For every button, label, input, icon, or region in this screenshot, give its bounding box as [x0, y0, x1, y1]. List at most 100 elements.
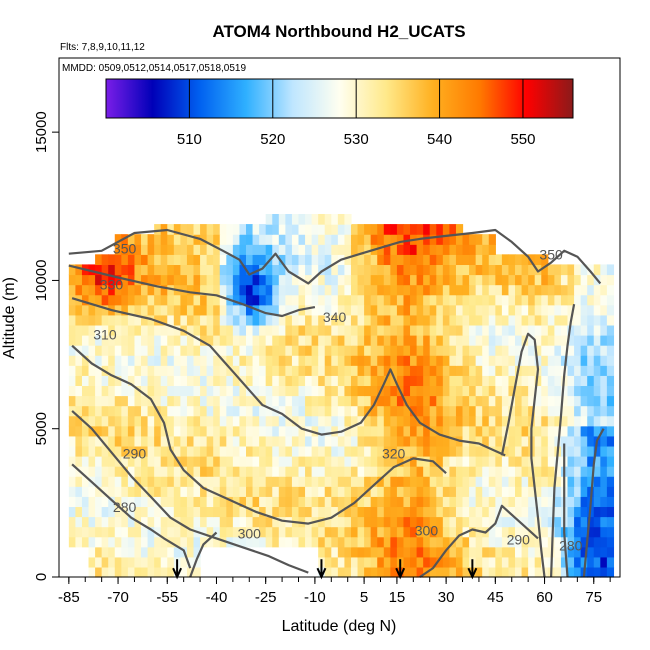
heatmap-cell [547, 506, 555, 518]
heatmap-cell [436, 516, 444, 528]
heatmap-cell [429, 435, 437, 447]
heatmap-cell [495, 566, 503, 578]
heatmap-cell [186, 365, 195, 376]
heatmap-cell [167, 314, 175, 326]
heatmap-cell [350, 566, 359, 578]
heatmap-cell [167, 486, 175, 497]
heatmap-cell [515, 375, 523, 387]
heatmap-cell [108, 355, 116, 366]
heatmap-cell [193, 536, 201, 548]
heatmap-cell [180, 274, 188, 286]
heatmap-cell [344, 355, 352, 366]
heatmap-cell [121, 536, 129, 548]
heatmap-cell [567, 556, 575, 568]
heatmap-cell [377, 405, 385, 417]
heatmap-cell [403, 304, 411, 316]
heatmap-cell [515, 355, 523, 366]
heatmap-cell [436, 385, 444, 397]
heatmap-cell [311, 234, 319, 245]
heatmap-cell [219, 244, 227, 255]
heatmap-cell [200, 425, 208, 437]
heatmap-cell [219, 365, 227, 376]
heatmap-cell [442, 405, 451, 417]
heatmap-cell [147, 566, 155, 578]
heatmap-cell [186, 284, 195, 296]
heatmap-cell [298, 506, 306, 518]
heatmap-cell [600, 355, 608, 366]
heatmap-cell [252, 244, 260, 255]
heatmap-cell [593, 556, 601, 568]
heatmap-cell [239, 375, 247, 387]
heatmap-cell [600, 405, 608, 417]
heatmap-cell [219, 234, 227, 245]
heatmap-cell [370, 234, 378, 245]
heatmap-cell [180, 435, 188, 447]
heatmap-cell [127, 264, 136, 276]
heatmap-cell [127, 496, 136, 508]
heatmap-cell [350, 486, 359, 497]
heatmap-cell [587, 365, 595, 376]
heatmap-cell [278, 274, 286, 286]
heatmap-cell [252, 476, 260, 487]
heatmap-cell [252, 314, 260, 326]
heatmap-cell [213, 294, 221, 306]
heatmap-cell [515, 284, 523, 296]
heatmap-cell [226, 264, 234, 276]
heatmap-cell [252, 254, 260, 266]
heatmap-cell [147, 546, 155, 558]
heatmap-cell [265, 445, 273, 457]
heatmap-cell [246, 224, 254, 235]
heatmap-cell [482, 455, 490, 467]
heatmap-cell [318, 234, 326, 245]
heatmap-cell [226, 355, 234, 366]
heatmap-cell [423, 334, 431, 346]
heatmap-cell [206, 536, 214, 548]
heatmap-cell [121, 425, 129, 437]
heatmap-cell [560, 324, 569, 336]
heatmap-cell [442, 345, 451, 356]
heatmap-cell [252, 224, 260, 235]
heatmap-cell [547, 314, 555, 326]
heatmap-cell [606, 526, 615, 538]
heatmap-cell [114, 345, 122, 356]
heatmap-cell [350, 526, 359, 538]
heatmap-cell [278, 536, 286, 548]
heatmap-cell [442, 304, 451, 316]
heatmap-cell [311, 536, 319, 548]
heatmap-cell [285, 405, 293, 417]
heatmap-cell [305, 355, 313, 366]
heatmap-cell [534, 556, 542, 568]
heatmap-cell [462, 375, 470, 387]
heatmap-cell [239, 476, 247, 487]
heatmap-cell [141, 284, 149, 296]
heatmap-cell [462, 415, 470, 427]
heatmap-cell [291, 365, 300, 376]
heatmap-cell [475, 314, 483, 326]
heatmap-cell [95, 274, 103, 286]
heatmap-cell [580, 365, 588, 376]
heatmap-cell [95, 355, 103, 366]
heatmap-cell [101, 375, 109, 387]
heatmap-cell [442, 546, 451, 558]
heatmap-cell [606, 566, 615, 578]
heatmap-cell [311, 254, 319, 266]
heatmap-cell [515, 556, 523, 568]
heatmap-cell [495, 476, 503, 487]
heatmap-cell [606, 506, 615, 518]
heatmap-cell [186, 314, 195, 326]
heatmap-cell [455, 324, 464, 336]
heatmap-cell [403, 435, 411, 447]
heatmap-cell [455, 334, 464, 346]
heatmap-cell [396, 395, 405, 407]
heatmap-cell [134, 526, 142, 538]
heatmap-cell [239, 264, 247, 276]
heatmap-cell [455, 365, 464, 376]
heatmap-cell [278, 345, 286, 356]
heatmap-cell [291, 274, 300, 286]
heatmap-cell [272, 536, 280, 548]
heatmap-cell [469, 536, 477, 548]
heatmap-cell [429, 476, 437, 487]
heatmap-cell [475, 445, 483, 457]
heatmap-cell [167, 365, 175, 376]
heatmap-cell [547, 304, 555, 316]
